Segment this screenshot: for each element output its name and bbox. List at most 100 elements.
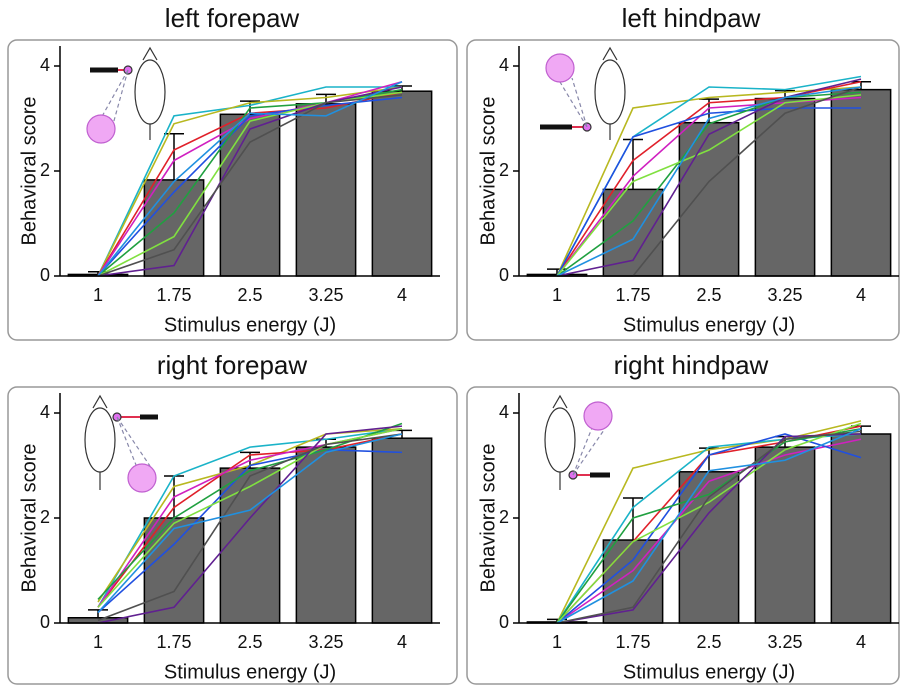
bar: [754, 446, 816, 624]
x-tick-label: 1.75: [615, 285, 650, 305]
x-tick-label: 1: [552, 632, 562, 652]
bar: [295, 446, 357, 624]
error-bar: [547, 268, 567, 275]
panel-title: left forepaw: [165, 3, 300, 33]
subject-line: [97, 427, 403, 608]
mouse-icon: [540, 46, 626, 140]
subject-line: [97, 433, 403, 622]
bar: [678, 121, 740, 277]
x-axis-label: Stimulus energy (J): [623, 661, 795, 683]
x-tick-label: 3.25: [767, 285, 802, 305]
x-tick-label: 4: [397, 632, 407, 652]
subject-line: [556, 420, 862, 624]
y-axis-label: Behavioral score: [477, 97, 499, 246]
x-axis-label: Stimulus energy (J): [164, 661, 336, 683]
subject-line: [556, 91, 862, 277]
x-axis-label: Stimulus energy (J): [623, 314, 795, 336]
x-tick-label: 3.25: [308, 285, 343, 305]
y-axis-label: Behavioral score: [18, 444, 40, 593]
panel-title: right forepaw: [157, 350, 308, 380]
bar: [830, 88, 892, 277]
bar: [830, 433, 892, 624]
x-tick-label: 1: [93, 285, 103, 305]
subject-line: [556, 86, 862, 277]
subject-line: [556, 433, 862, 624]
mouse-icon: [544, 394, 613, 490]
subject-line: [97, 448, 403, 614]
x-tick-label: 1.75: [615, 632, 650, 652]
bar: [371, 90, 433, 277]
bar: [295, 103, 357, 277]
subject-line: [97, 425, 403, 624]
subject-line: [556, 107, 861, 277]
bar: [219, 113, 281, 277]
subject-line: [556, 433, 862, 624]
x-tick-label: 1: [93, 632, 103, 652]
y-tick-label: 0: [40, 612, 50, 632]
subject-line: [97, 80, 403, 277]
x-tick-label: 2.5: [696, 285, 721, 305]
x-tick-label: 1.75: [156, 632, 191, 652]
subject-line: [97, 96, 403, 277]
subject-line: [97, 86, 402, 277]
x-tick-label: 4: [856, 285, 866, 305]
y-tick-label: 4: [40, 402, 50, 422]
subject-line: [97, 94, 403, 277]
bar: [219, 467, 281, 624]
subject-line: [556, 422, 862, 624]
y-tick-label: 2: [499, 160, 509, 180]
subject-line: [97, 86, 403, 277]
subject-line: [97, 427, 403, 608]
panel-frame: [466, 39, 900, 341]
x-tick-label: 4: [856, 632, 866, 652]
x-tick-label: 2.5: [237, 632, 262, 652]
subject-line: [556, 430, 862, 624]
panel-frames: [7, 39, 900, 685]
subject-line: [556, 86, 862, 277]
y-tick-label: 4: [499, 55, 509, 75]
subject-line: [556, 94, 862, 277]
subject-line: [97, 433, 403, 614]
x-tick-label: 2.5: [237, 285, 262, 305]
y-tick-label: 4: [40, 55, 50, 75]
error-bar: [88, 609, 108, 618]
x-tick-label: 2.5: [696, 632, 721, 652]
subject-line: [97, 88, 403, 277]
x-tick-label: 3.25: [308, 632, 343, 652]
y-tick-label: 2: [40, 160, 50, 180]
panel-title: left hindpaw: [622, 3, 761, 33]
subject-line: [97, 81, 403, 277]
panel-title: right hindpaw: [614, 350, 769, 380]
panel-frame: [7, 39, 458, 341]
y-tick-label: 4: [499, 402, 509, 422]
panel-frame: [466, 386, 900, 685]
subject-line: [556, 427, 862, 624]
bar: [143, 517, 205, 624]
subject-line: [97, 91, 403, 277]
error-bar: [164, 132, 184, 180]
x-tick-label: 3.25: [767, 632, 802, 652]
panel-frame: [7, 386, 458, 685]
mouse-icon: [86, 46, 166, 144]
x-axis-label: Stimulus energy (J): [164, 314, 336, 336]
x-tick-label: 1: [552, 285, 562, 305]
bar: [371, 437, 433, 624]
y-tick-label: 0: [40, 265, 50, 285]
y-tick-label: 2: [499, 507, 509, 527]
x-tick-label: 4: [397, 285, 407, 305]
subject-line: [556, 78, 862, 277]
y-axis-label: Behavioral score: [477, 444, 499, 593]
subject-line: [97, 86, 403, 277]
bar: [754, 97, 816, 277]
subject-line: [556, 428, 862, 624]
y-tick-label: 2: [40, 507, 50, 527]
subject-line: [556, 96, 862, 277]
bar: [602, 188, 664, 277]
subject-line: [97, 433, 403, 608]
mouse-icon: [84, 394, 158, 493]
subject-line: [556, 80, 862, 277]
y-axis-label: Behavioral score: [18, 97, 40, 246]
y-tick-label: 0: [499, 612, 509, 632]
y-tick-label: 0: [499, 265, 509, 285]
